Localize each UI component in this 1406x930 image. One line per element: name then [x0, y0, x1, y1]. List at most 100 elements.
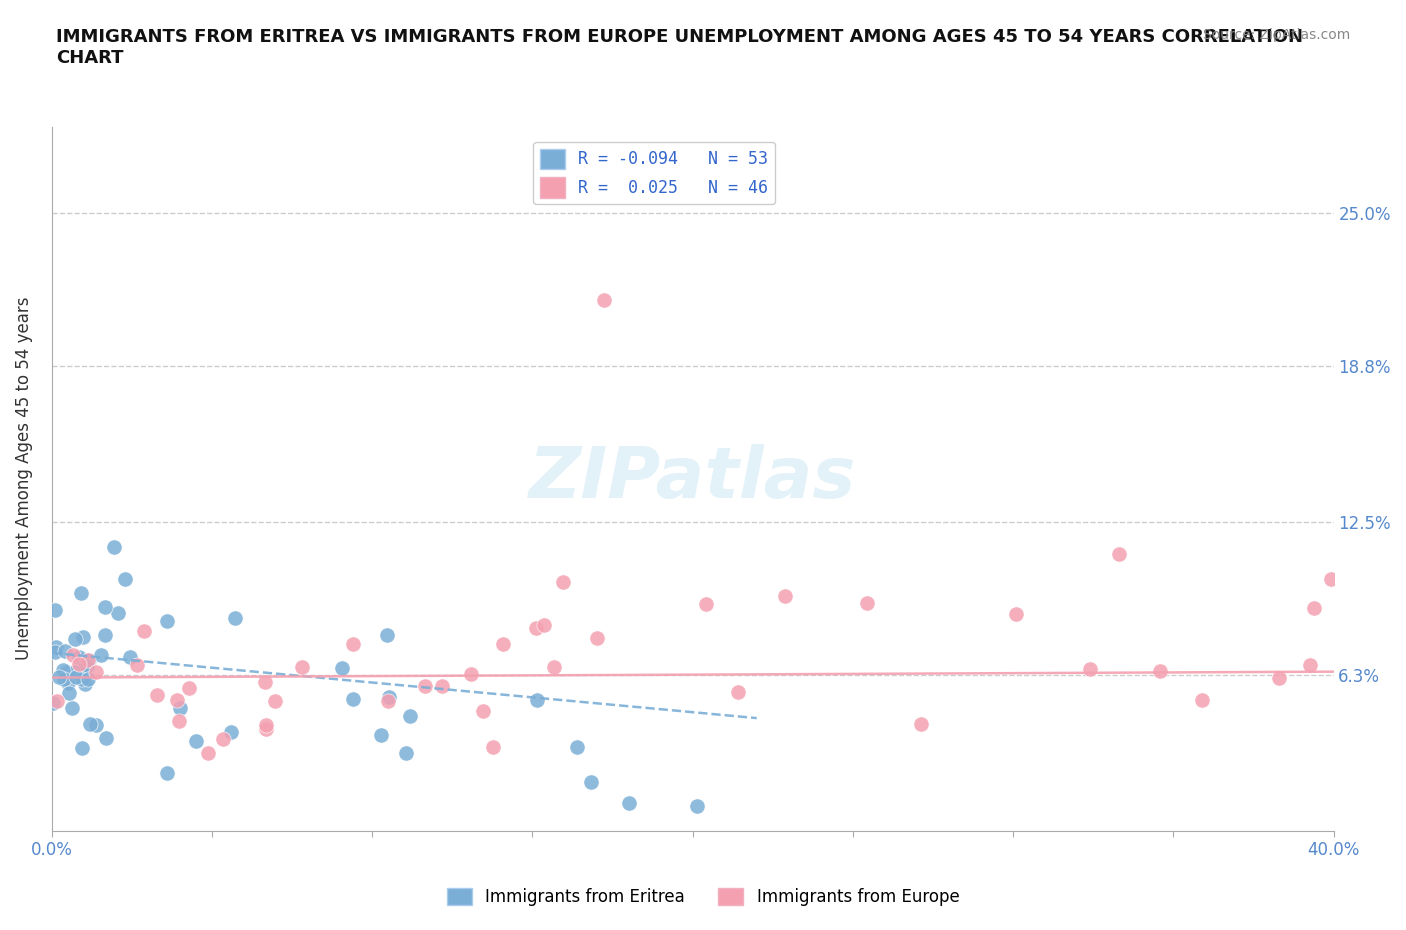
Point	[212, 732, 235, 747]
Point	[1303, 600, 1326, 615]
Point	[1005, 607, 1028, 622]
Point	[1299, 658, 1322, 672]
Point	[90, 647, 112, 662]
Point	[432, 679, 454, 694]
Point	[264, 693, 287, 708]
Point	[330, 661, 353, 676]
Point	[42, 695, 65, 710]
Point	[77, 653, 100, 668]
Point	[1149, 664, 1171, 679]
Point	[727, 685, 749, 700]
Point	[910, 716, 932, 731]
Point	[118, 650, 141, 665]
Point	[166, 693, 188, 708]
Point	[156, 614, 179, 629]
Point	[1191, 693, 1213, 708]
Point	[63, 665, 86, 680]
Point	[79, 716, 101, 731]
Point	[94, 600, 117, 615]
Point	[460, 666, 482, 681]
Point	[62, 647, 84, 662]
Point	[84, 718, 107, 733]
Point	[53, 644, 76, 658]
Point	[593, 292, 616, 307]
Point	[1268, 671, 1291, 685]
Text: Source: ZipAtlas.com: Source: ZipAtlas.com	[1202, 28, 1350, 42]
Point	[84, 665, 107, 680]
Point	[177, 681, 200, 696]
Point	[1108, 546, 1130, 561]
Point	[533, 618, 555, 632]
Point	[617, 796, 640, 811]
Point	[586, 631, 609, 645]
Point	[492, 636, 515, 651]
Point	[254, 717, 277, 732]
Point	[107, 605, 129, 620]
Point	[342, 636, 364, 651]
Point	[72, 741, 94, 756]
Point	[395, 746, 418, 761]
Point	[44, 644, 66, 659]
Point	[67, 657, 90, 671]
Point	[45, 639, 67, 654]
Point	[224, 610, 246, 625]
Point	[377, 694, 399, 709]
Point	[72, 630, 94, 644]
Point	[378, 690, 401, 705]
Point	[291, 660, 314, 675]
Point	[184, 734, 207, 749]
Point	[1080, 661, 1102, 676]
Point	[63, 631, 86, 646]
Point	[543, 659, 565, 674]
Point	[96, 731, 118, 746]
Point	[146, 687, 169, 702]
Point	[686, 799, 709, 814]
Point	[53, 671, 76, 686]
Point	[55, 664, 77, 679]
Point	[58, 685, 80, 700]
Point	[169, 713, 191, 728]
Text: ZIPatlas: ZIPatlas	[529, 445, 856, 513]
Point	[65, 669, 87, 684]
Point	[77, 672, 100, 687]
Point	[254, 722, 277, 737]
Point	[70, 671, 93, 686]
Point	[60, 701, 83, 716]
Point	[48, 670, 70, 684]
Point	[76, 658, 98, 673]
Point	[253, 674, 276, 689]
Point	[44, 603, 66, 618]
Point	[221, 724, 243, 739]
Point	[1320, 571, 1343, 586]
Point	[375, 628, 398, 643]
Point	[52, 662, 75, 677]
Point	[103, 539, 125, 554]
Point	[69, 586, 91, 601]
Point	[565, 739, 588, 754]
Legend: R = -0.094   N = 53, R =  0.025   N = 46: R = -0.094 N = 53, R = 0.025 N = 46	[533, 142, 775, 205]
Point	[73, 676, 96, 691]
Point	[46, 693, 69, 708]
Legend: Immigrants from Eritrea, Immigrants from Europe: Immigrants from Eritrea, Immigrants from…	[440, 881, 966, 912]
Point	[132, 624, 155, 639]
Point	[197, 746, 219, 761]
Text: IMMIGRANTS FROM ERITREA VS IMMIGRANTS FROM EUROPE UNEMPLOYMENT AMONG AGES 45 TO : IMMIGRANTS FROM ERITREA VS IMMIGRANTS FR…	[56, 28, 1303, 67]
Point	[471, 703, 494, 718]
Point	[856, 595, 879, 610]
Point	[482, 740, 505, 755]
Point	[169, 700, 191, 715]
Point	[773, 589, 796, 604]
Point	[56, 675, 79, 690]
Point	[413, 679, 436, 694]
Point	[695, 596, 717, 611]
Point	[551, 574, 574, 589]
Point	[69, 649, 91, 664]
Point	[342, 691, 364, 706]
Point	[370, 727, 392, 742]
Point	[94, 627, 117, 642]
Point	[524, 620, 547, 635]
Point	[75, 658, 97, 673]
Point	[399, 709, 422, 724]
Point	[76, 653, 98, 668]
Point	[526, 693, 548, 708]
